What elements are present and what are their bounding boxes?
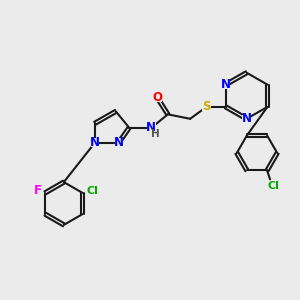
FancyBboxPatch shape xyxy=(267,182,279,190)
Text: N: N xyxy=(242,112,252,125)
FancyBboxPatch shape xyxy=(202,103,211,111)
Text: N: N xyxy=(221,78,231,91)
Text: O: O xyxy=(152,92,162,104)
FancyBboxPatch shape xyxy=(34,188,42,195)
FancyBboxPatch shape xyxy=(115,138,123,147)
Text: N: N xyxy=(114,136,124,149)
FancyBboxPatch shape xyxy=(147,123,156,132)
FancyBboxPatch shape xyxy=(242,115,251,123)
Text: N: N xyxy=(146,121,156,134)
FancyBboxPatch shape xyxy=(222,80,230,89)
Text: Cl: Cl xyxy=(87,186,99,196)
Text: N: N xyxy=(90,136,100,149)
FancyBboxPatch shape xyxy=(153,94,162,102)
Text: H: H xyxy=(151,129,160,139)
Text: S: S xyxy=(202,100,211,113)
Text: F: F xyxy=(34,184,42,197)
Text: Cl: Cl xyxy=(267,181,279,191)
FancyBboxPatch shape xyxy=(91,138,99,147)
FancyBboxPatch shape xyxy=(87,188,98,195)
